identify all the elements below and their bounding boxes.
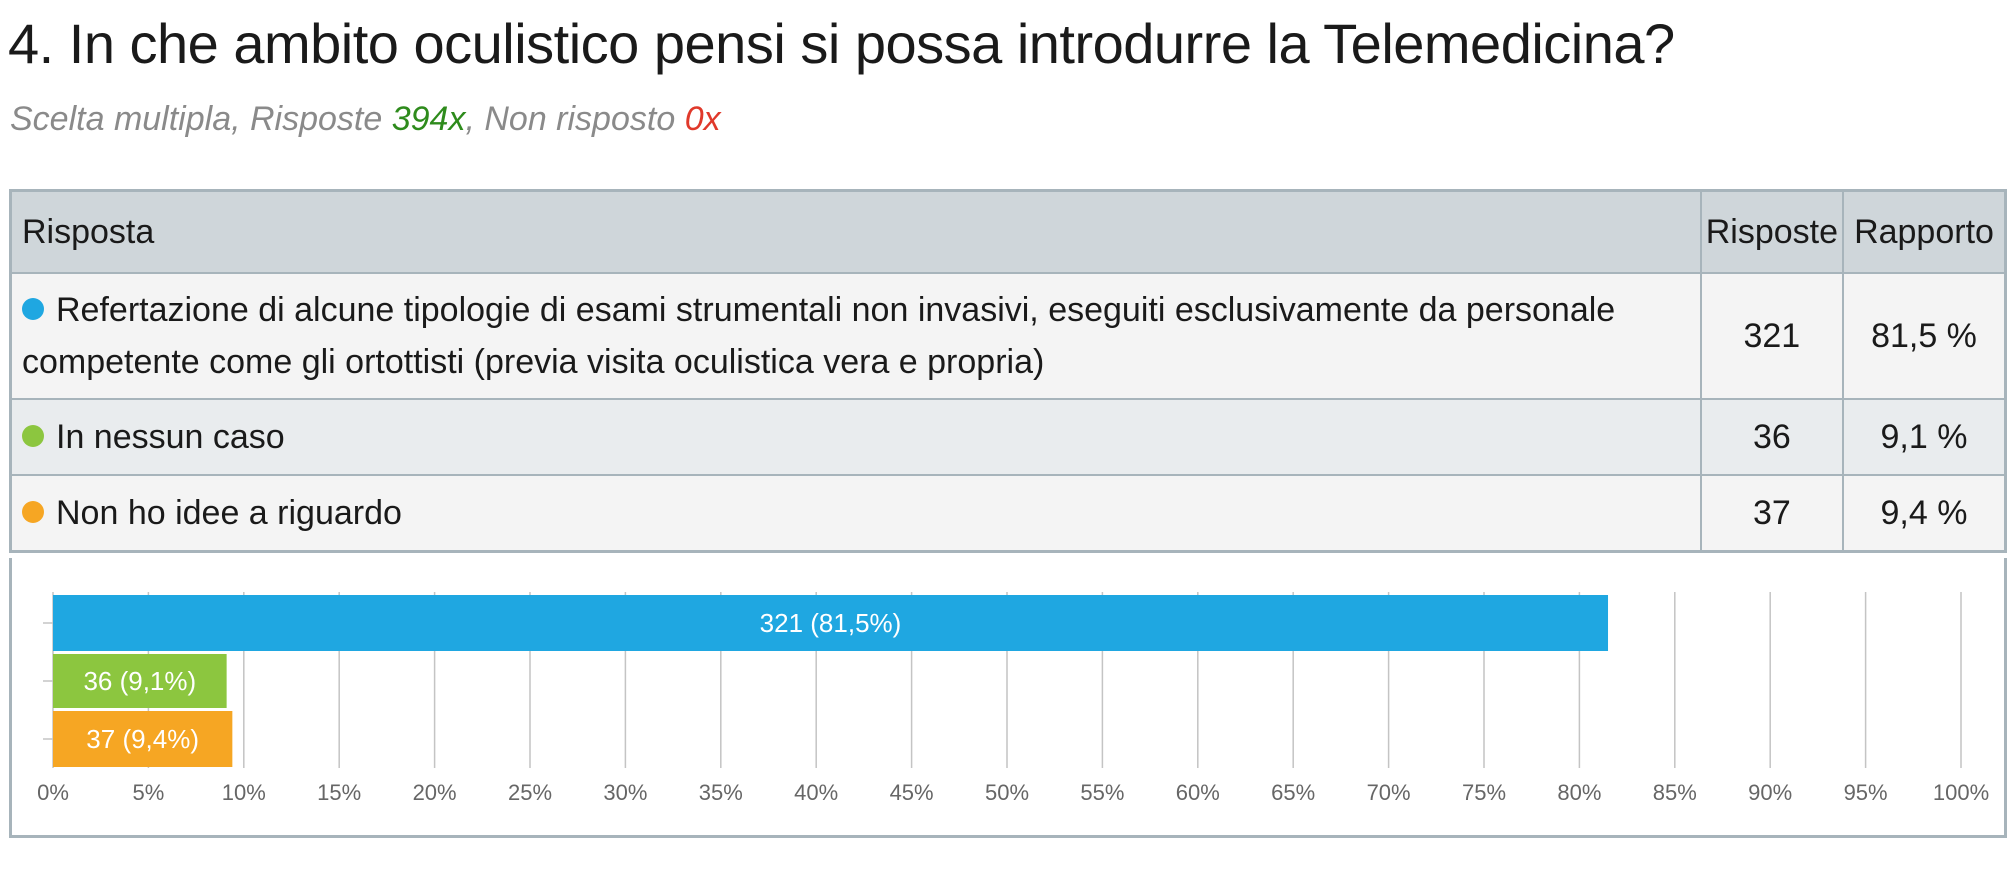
- meta-separator: , Non risposto: [465, 100, 685, 138]
- question-type-label: Scelta multipla, Risposte: [10, 100, 392, 138]
- answer-cell: In nessun caso: [9, 398, 1702, 476]
- x-tick-label: 80%: [1557, 780, 1601, 805]
- answer-cell: Non ho idee a riguardo: [9, 474, 1702, 553]
- ratio-cell: 81,5 %: [1842, 272, 2007, 400]
- ratio-cell: 9,1 %: [1842, 398, 2007, 476]
- x-tick-label: 55%: [1080, 780, 1124, 805]
- bar: [53, 711, 233, 767]
- x-tick-label: 30%: [603, 780, 647, 805]
- bar: [53, 654, 227, 708]
- results-table: Risposta Risposte Rapporto Refertazione …: [9, 189, 2007, 553]
- header-answer: Risposta: [9, 189, 1702, 274]
- x-tick-label: 15%: [317, 780, 361, 805]
- table-row: In nessun caso 36 9,1 %: [9, 398, 2007, 476]
- series-dot-icon: [22, 298, 44, 321]
- x-tick-label: 25%: [508, 780, 552, 805]
- x-tick-label: 60%: [1176, 780, 1220, 805]
- chart-panel: 0% 5% 10% 15% 20% 25% 30% 35% 40% 45% 50% 55% 60% 65%…: [9, 558, 2007, 838]
- header-ratio: Rapporto: [1842, 189, 2007, 274]
- header-count: Risposte: [1699, 189, 1845, 274]
- table-row: Non ho idee a riguardo 37 9,4 %: [9, 474, 2007, 553]
- x-tick-label: 90%: [1748, 780, 1792, 805]
- series-dot-icon: [22, 501, 44, 524]
- x-tick-label: 20%: [413, 780, 457, 805]
- count-cell: 37: [1699, 474, 1845, 553]
- bar-data-label: 321 (81,5%): [760, 608, 902, 638]
- bar-chart: 0% 5% 10% 15% 20% 25% 30% 35% 40% 45% 50% 55% 60% 65%…: [37, 592, 1989, 805]
- x-tick-label: 95%: [1844, 780, 1888, 805]
- answer-label: Refertazione di alcune tipologie di esam…: [22, 291, 1616, 381]
- question-title: 4. In che ambito oculistico pensi si pos…: [8, 12, 1675, 75]
- x-tick-label: 75%: [1462, 780, 1506, 805]
- table-row: Refertazione di alcune tipologie di esam…: [9, 272, 2007, 400]
- count-cell: 36: [1699, 398, 1845, 476]
- unanswered-count: 0x: [684, 100, 721, 138]
- bar-data-label: 37 (9,4%): [86, 724, 199, 754]
- x-tick-label: 0%: [37, 780, 69, 805]
- series-dot-icon: [22, 425, 44, 448]
- x-tick-label: 10%: [222, 780, 266, 805]
- table-header-row: Risposta Risposte Rapporto: [9, 189, 2007, 274]
- bar: [53, 595, 1609, 651]
- bar-data-label: 36 (9,1%): [83, 666, 196, 696]
- answer-label: In nessun caso: [56, 418, 285, 456]
- x-tick-label: 45%: [890, 780, 934, 805]
- count-cell: 321: [1699, 272, 1845, 400]
- x-tick-label: 100%: [1933, 780, 1989, 805]
- x-tick-label: 50%: [985, 780, 1029, 805]
- x-tick-label: 40%: [794, 780, 838, 805]
- x-tick-label: 35%: [699, 780, 743, 805]
- x-tick-label: 70%: [1367, 780, 1411, 805]
- x-tick-label: 5%: [133, 780, 165, 805]
- answered-count: 394x: [391, 100, 466, 138]
- x-tick-label: 85%: [1653, 780, 1697, 805]
- x-tick-label: 65%: [1271, 780, 1315, 805]
- question-meta: Scelta multipla, Risposte 394x, Non risp…: [10, 96, 721, 142]
- answer-cell: Refertazione di alcune tipologie di esam…: [9, 272, 1702, 400]
- ratio-cell: 9,4 %: [1842, 474, 2007, 553]
- answer-label: Non ho idee a riguardo: [56, 494, 402, 532]
